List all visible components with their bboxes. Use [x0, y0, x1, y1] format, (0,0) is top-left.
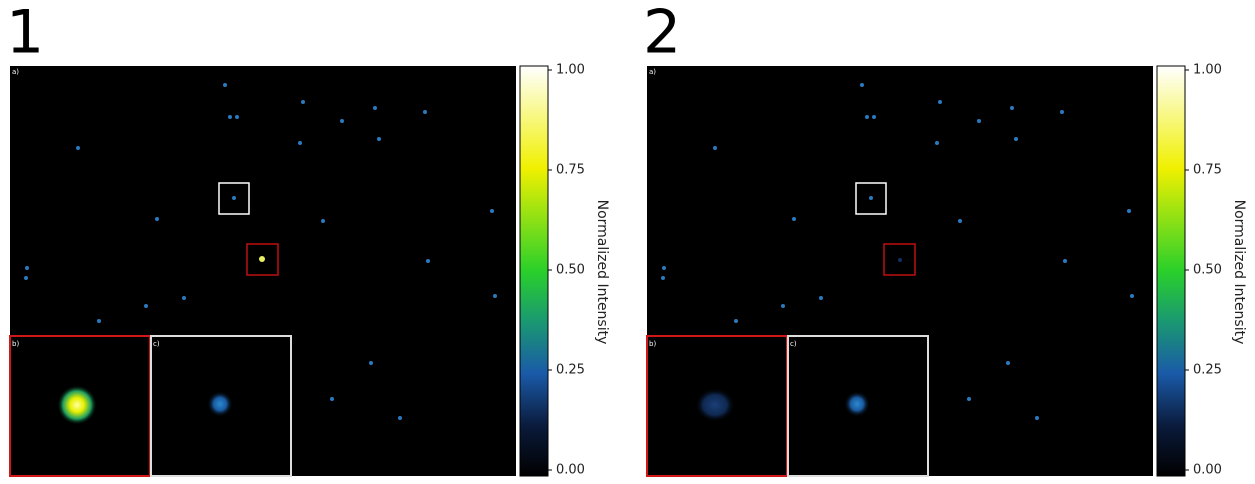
colorbar-tick-label: 0.75 [1193, 163, 1222, 178]
panel: 2a) b) c) 0.00 0.25 0.50 0.75 1.00 Normalized In… [643, 0, 1247, 478]
colorbar-tick-label: 1.00 [556, 63, 585, 78]
colorbar-tick-label: 0.25 [556, 363, 585, 378]
panel-label: c) [790, 340, 797, 348]
colorbar-tick-label: 0.00 [1193, 463, 1222, 478]
panel-label: b) [649, 340, 656, 348]
panel-title: 1 [6, 0, 44, 68]
panel-label: b) [12, 340, 19, 348]
colorbar-tick-label: 0.75 [556, 163, 585, 178]
colorbar-tick-label: 0.50 [1193, 263, 1222, 278]
colorbar-tick-label: 0.00 [556, 463, 585, 478]
colorbar-label: Normalized Intensity [594, 200, 610, 345]
panel-label: a) [12, 68, 19, 76]
colorbar-tick-label: 0.25 [1193, 363, 1222, 378]
colorbar [1156, 65, 1186, 477]
colorbar-tick-label: 1.00 [1193, 63, 1222, 78]
colorbar-label: Normalized Intensity [1231, 200, 1247, 345]
colorbar [519, 65, 549, 477]
panel-label: a) [649, 68, 656, 76]
panel: 1a) b) c) 0.00 0.25 0.50 0.75 1.00 Normalized In… [6, 0, 610, 478]
colorbar-tick-label: 0.50 [556, 263, 585, 278]
panel-label: c) [153, 340, 160, 348]
panel-title: 2 [643, 0, 681, 68]
